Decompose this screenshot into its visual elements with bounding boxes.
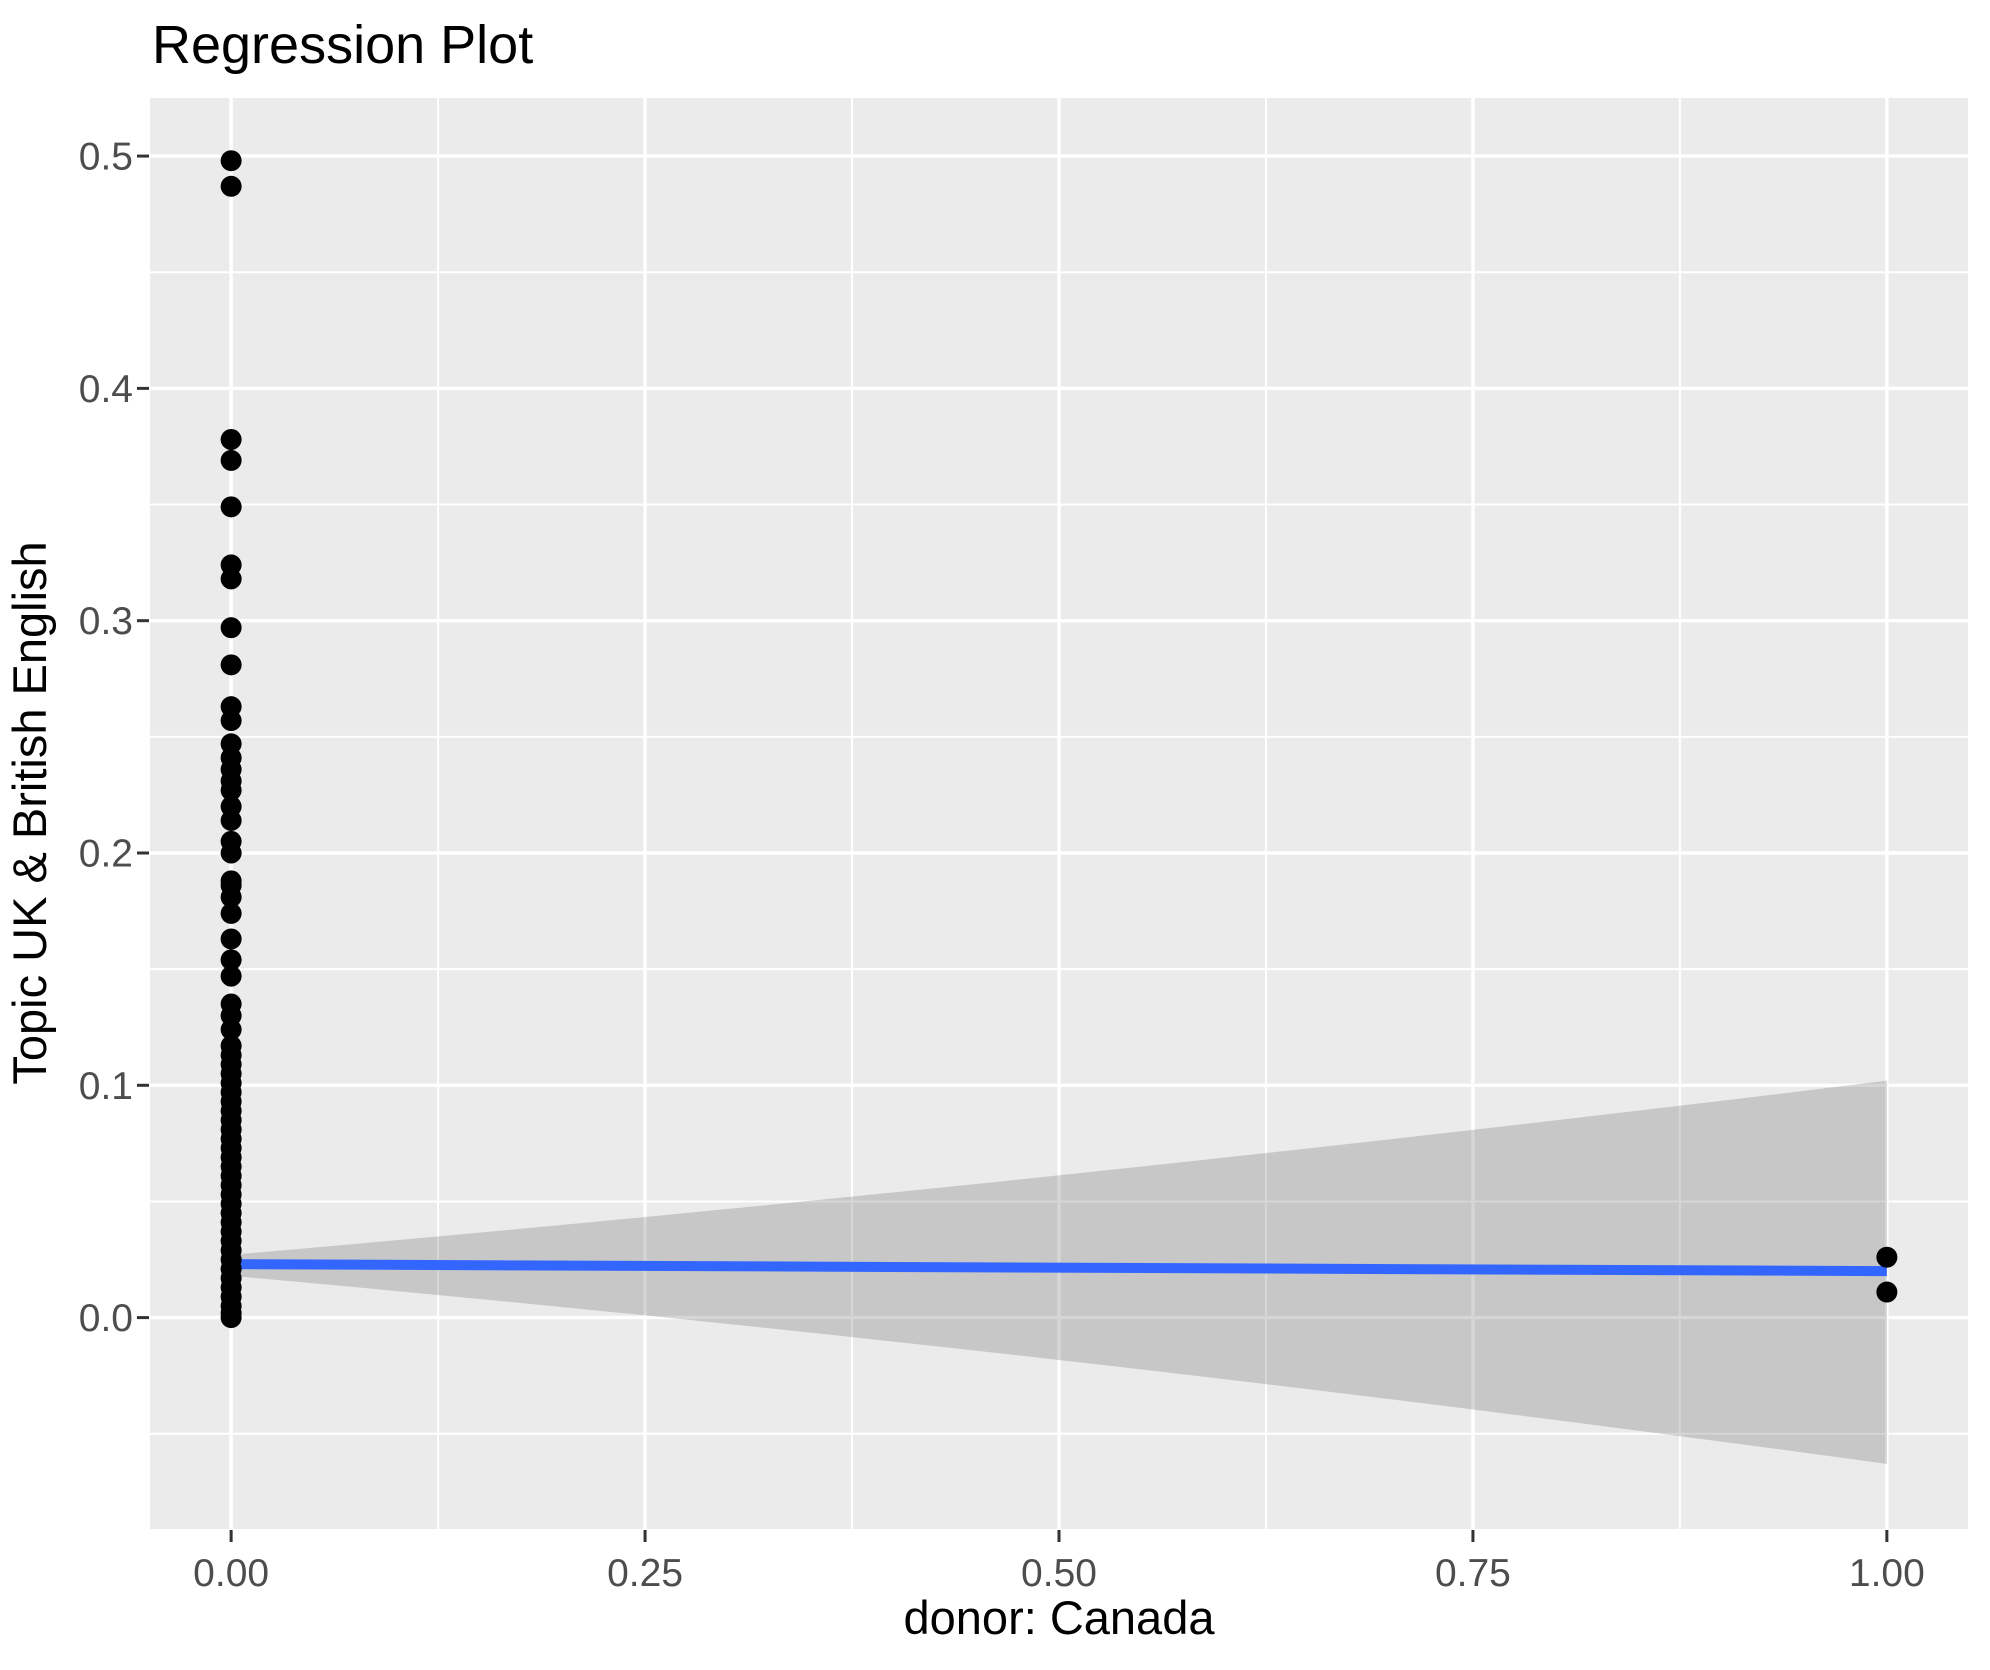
data-point [220,449,242,471]
data-point [220,965,242,987]
data-point [220,842,242,864]
data-point [220,1019,242,1041]
x-tick-label: 0.25 [607,1552,683,1595]
data-point [220,150,242,172]
data-point [1876,1246,1898,1268]
plot-panel: 0.00 0.25 0.50 0.75 1.00 0.0 0.1 0.2 0.3 0.4 0.5 [79,98,1968,1595]
y-tick-label: 0.0 [79,1297,133,1340]
regression-line [231,1259,1887,1277]
data-point [1876,1281,1898,1303]
x-tick-label: 0.00 [193,1552,269,1595]
data-point [220,175,242,197]
x-tick-label: 0.50 [1021,1552,1097,1595]
y-tick-label: 0.5 [79,136,133,179]
data-point [220,779,242,801]
y-tick-label: 0.1 [79,1065,133,1108]
data-point [220,568,242,590]
data-point [220,710,242,732]
x-tick-label: 0.75 [1435,1552,1511,1595]
x-axis-title: donor: Canada [904,1591,1216,1644]
data-point [220,886,242,908]
plot-title: Regression Plot [152,15,533,75]
y-axis-title: Topic UK & British English [3,541,56,1084]
data-point [220,902,242,924]
data-point [220,949,242,971]
data-point [220,617,242,639]
data-point [220,1307,242,1329]
y-tick-label: 0.4 [79,368,133,411]
data-point [220,428,242,450]
data-point [220,496,242,518]
y-tick-label: 0.3 [79,600,133,643]
data-point [220,809,242,831]
data-point [220,654,242,676]
y-tick-label: 0.2 [79,832,133,875]
data-point [220,928,242,950]
x-tick-label: 1.00 [1849,1552,1925,1595]
